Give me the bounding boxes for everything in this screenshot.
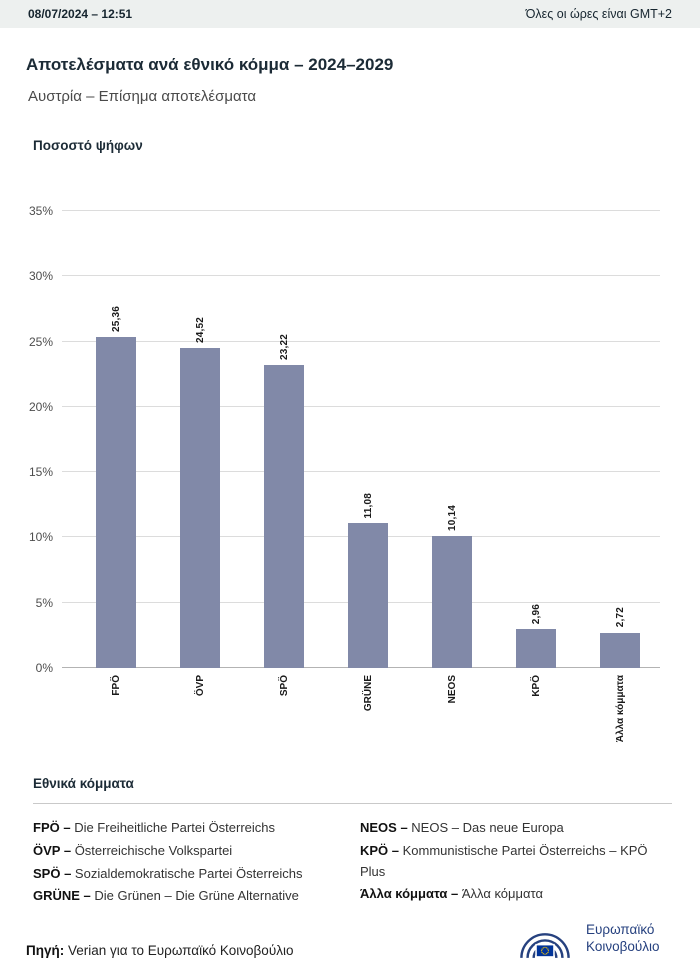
bar [348,523,388,668]
logo-text-line2: Κοινοβούλιο [586,939,660,954]
x-axis-label-wrap: FPÖ [74,668,158,696]
party-abbr: ÖVP – [33,842,75,858]
x-axis-label-wrap: ÖVP [158,668,242,696]
y-axis-tick-label: 20% [28,399,53,414]
bar-group: 24,52 ÖVP [158,211,242,696]
party-abbr: FPÖ – [33,820,75,835]
party-abbr: KPÖ – [360,842,403,858]
legend-item: ÖVP – Österreichische Volkspartei [33,841,338,862]
party-name: Kommunistische Partei Österreichs – KPÖ … [360,842,648,879]
eu-parliament-logo: Ευρωπαϊκό Κοινοβούλιο [512,918,660,960]
bar [96,336,136,668]
bar-group: 25,36 FPÖ [74,211,158,696]
source-label: Πηγή: [26,943,65,958]
party-legend: FPÖ – Die Freiheitliche Partei Österreic… [33,818,672,909]
party-name: Die Grünen – Die Grüne Alternative [94,888,299,904]
legend-divider [33,803,672,804]
gridline [62,405,660,407]
party-abbr: Άλλα κόμματα – [360,886,462,902]
x-axis-label: NEOS [446,675,458,704]
report-datetime: 08/07/2024 – 12:51 [28,7,133,21]
bar-group: 2,96 KPÖ [494,211,578,697]
bar-value-label: 2,72 [614,607,626,628]
chart-title: Ποσοστό ψήφων [33,138,143,153]
bar-value-label: 10,14 [446,504,458,531]
bar [600,632,640,668]
y-axis-tick-label: 10% [28,530,53,545]
bar-value-label: 23,22 [278,333,290,360]
x-axis-label: KPÖ [530,675,542,697]
x-axis-label-wrap: Άλλα κόμματα [578,668,662,742]
page-subtitle: Αυστρία – Επίσημα αποτελέσματα [28,88,257,105]
party-name: Die Freiheitliche Partei Österreichs [74,820,276,835]
bar-group: 11,08 GRÜNE [326,211,410,711]
bar-value-label: 24,52 [194,316,206,343]
legend-item: GRÜNE – Die Grünen – Die Grüne Alternati… [33,886,338,907]
party-abbr: GRÜNE – [33,888,95,904]
x-axis-label: FPÖ [110,675,122,696]
bar-value-label: 11,08 [362,492,374,519]
hemicycle-icon [520,933,570,958]
y-axis-tick-label: 35% [28,204,53,218]
x-axis-label-wrap: SPÖ [242,668,326,696]
page-title: Αποτελέσματα ανά εθνικό κόμμα – 2024–202… [26,55,394,74]
x-axis-label: SPÖ [278,675,290,697]
legend-column-left: FPÖ – Die Freiheitliche Partei Österreic… [33,818,360,909]
x-axis-label: ÖVP [194,675,206,697]
x-axis-label-wrap: GRÜNE [326,668,410,711]
legend-column-right: NEOS – NEOS – Das neue Europa KPÖ – Komm… [360,818,672,909]
bar-value-label: 2,96 [530,604,542,625]
bar [516,629,556,668]
legend-item: SPÖ – Sozialdemokratische Partei Österre… [33,864,338,885]
legend-heading: Εθνικά κόμματα [33,776,134,791]
gridline [62,275,660,277]
party-name: Άλλα κόμματα [461,886,543,902]
party-abbr: NEOS – [360,820,412,835]
bar-group: 23,22 SPÖ [242,211,326,696]
bar [432,535,472,668]
legend-item: Άλλα κόμματα – Άλλα κόμματα [360,884,672,905]
bar-value-label: 25,36 [110,305,122,332]
bar-plot: 0% 5% 10% 15% 20% 25% 30% 35% 25,36 FPÖ 24,52 ÖVP 23… [29,204,662,742]
bar [180,347,220,668]
gridline [62,340,660,342]
party-name: NEOS – Das neue Europa [411,820,564,835]
legend-item: KPÖ – Kommunistische Partei Österreichs … [360,841,672,883]
source-text: Verian για το Ευρωπαϊκό Κοινοβούλιο [68,943,294,958]
legend-item: NEOS – NEOS – Das neue Europa [360,818,672,839]
source-note: Πηγή: Verian για το Ευρωπαϊκό Κοινοβούλι… [26,943,293,958]
gridline [62,471,660,473]
logo-text-line1: Ευρωπαϊκό [586,922,655,938]
bar-group: 2,72 Άλλα κόμματα [578,211,662,742]
gridline [62,210,660,211]
x-axis-label-wrap: NEOS [410,668,494,703]
party-name: Österreichische Volkspartei [74,842,233,858]
eu-parliament-logo-text: Ευρωπαϊκό Κοινοβούλιο [586,922,660,956]
bar [264,364,304,668]
y-axis-tick-label: 0% [35,661,53,675]
timezone-note: Όλες οι ώρες είναι GMT+2 [525,7,672,21]
x-axis-label-wrap: KPÖ [494,668,578,697]
x-axis-label: Άλλα κόμματα [614,675,626,743]
y-axis-tick-label: 15% [28,465,53,480]
x-axis-label: GRÜNE [362,675,374,712]
bar-group: 10,14 NEOS [410,211,494,703]
y-axis-tick-label: 5% [35,595,53,610]
legend-item: FPÖ – Die Freiheitliche Partei Österreic… [33,818,338,839]
y-axis-tick-label: 30% [28,269,53,284]
party-abbr: SPÖ – [33,865,75,881]
top-bar: 08/07/2024 – 12:51 Όλες οι ώρες είναι GM… [0,0,700,28]
party-name: Sozialdemokratische Partei Österreichs [74,865,303,881]
y-axis-tick-label: 25% [28,334,53,349]
